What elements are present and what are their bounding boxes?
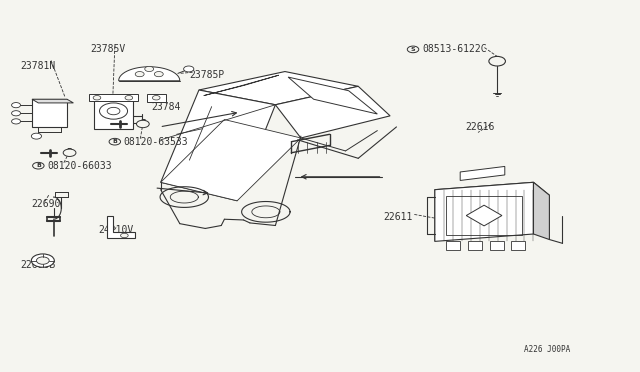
Text: 08513-6122C: 08513-6122C [422,44,486,54]
Polygon shape [161,119,301,201]
Circle shape [152,96,160,100]
Polygon shape [199,71,358,105]
Text: S: S [411,47,415,52]
Bar [468,241,482,250]
Circle shape [109,138,120,145]
Text: B: B [113,139,117,144]
Circle shape [145,66,154,71]
Bar [446,241,460,250]
Circle shape [36,257,49,264]
Text: B: B [140,119,146,128]
Text: S: S [494,57,500,66]
Polygon shape [534,182,549,240]
Text: 23784: 23784 [151,102,180,112]
Polygon shape [118,67,180,81]
Circle shape [136,120,149,128]
Circle shape [93,96,100,100]
Text: 08120-66033: 08120-66033 [47,161,112,171]
Polygon shape [467,205,502,226]
Circle shape [33,162,44,169]
Polygon shape [275,86,390,138]
Circle shape [489,57,506,66]
Text: 22611: 22611 [384,212,413,222]
Text: B: B [36,163,41,168]
Circle shape [407,46,419,53]
Circle shape [12,119,20,124]
Text: 24210V: 24210V [99,225,134,235]
Circle shape [100,103,127,119]
Text: B: B [67,148,72,157]
Polygon shape [161,90,275,201]
Circle shape [31,254,54,267]
Text: 22690B: 22690B [20,260,56,270]
Polygon shape [460,166,505,180]
Polygon shape [32,99,67,127]
Circle shape [12,111,20,116]
Bar [89,94,138,101]
Circle shape [135,71,144,77]
Polygon shape [288,77,378,114]
Text: 22616: 22616 [465,122,495,132]
Circle shape [120,233,128,238]
Polygon shape [94,96,133,129]
Circle shape [154,71,163,77]
Circle shape [12,103,20,108]
Polygon shape [435,182,549,203]
Text: 22690: 22690 [31,199,61,209]
Polygon shape [106,215,135,238]
Circle shape [63,149,76,157]
Circle shape [125,96,132,100]
Bar [511,241,525,250]
Circle shape [107,108,120,115]
Bar [147,94,166,102]
Bar [490,241,504,250]
Circle shape [31,133,42,139]
Text: 23785V: 23785V [91,44,126,54]
Text: 23785P: 23785P [189,70,225,80]
Bar [446,196,522,235]
Circle shape [184,66,194,72]
Polygon shape [32,99,74,103]
Text: 08120-63533: 08120-63533 [124,137,188,147]
Polygon shape [435,182,534,241]
Text: 23781N: 23781N [20,61,56,71]
Text: A226 J00PA: A226 J00PA [524,345,570,354]
